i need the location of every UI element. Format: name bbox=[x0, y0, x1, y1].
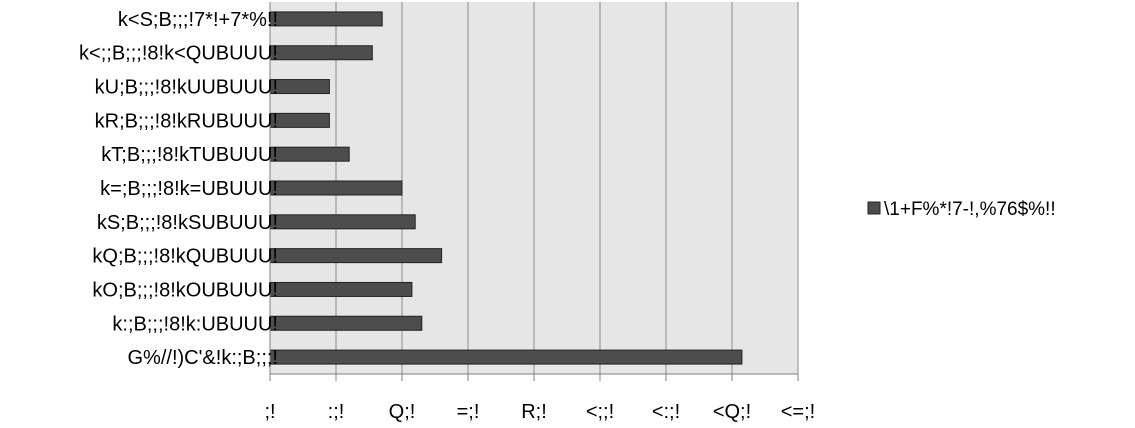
legend-swatch bbox=[867, 201, 881, 215]
category-label: kQ;B;;;!8!kQUBUUU! bbox=[92, 246, 278, 268]
legend-label: \1+F%*!7-!,%76$%!! bbox=[884, 199, 1056, 220]
x-tick-label: =;! bbox=[457, 401, 480, 423]
x-tick-label: ;! bbox=[264, 401, 275, 423]
axes bbox=[269, 2, 799, 381]
category-label: k<;;B;;;!8!k<QUBUUU! bbox=[79, 43, 278, 65]
bar bbox=[269, 315, 423, 331]
x-tick-label: <;;! bbox=[586, 401, 614, 423]
category-label: k:;B;;;!8!k:UBUUU! bbox=[112, 313, 278, 335]
bar bbox=[269, 180, 403, 196]
bar bbox=[269, 214, 416, 230]
bar bbox=[269, 45, 373, 61]
bar bbox=[269, 281, 413, 297]
x-tick-label: :;! bbox=[328, 401, 345, 423]
category-label: kS;B;;;!8!kSUBUUU! bbox=[97, 212, 278, 234]
category-label: k<S;B;;;!7*!+7*%!! bbox=[118, 9, 278, 31]
bar bbox=[269, 349, 743, 365]
bar bbox=[269, 11, 383, 27]
bar bbox=[269, 79, 330, 95]
tick-labels: ;!:;! Q;! =;! R;! <;;! <:;! <Q;! <=;! bbox=[264, 401, 815, 423]
category-label: k=;B;;;!8!k=UBUUU! bbox=[100, 178, 278, 200]
legend: \1+F%*!7-!,%76$%!! bbox=[867, 199, 1056, 220]
category-label: kO;B;;;!8!kOUBUUU! bbox=[92, 279, 278, 301]
bar bbox=[269, 248, 443, 264]
bars bbox=[269, 11, 743, 365]
x-tick-label: Q;! bbox=[389, 401, 416, 423]
category-labels: k<S;B;;;!7*!+7*%!! k<;;B;;;!8!k<QUBUUU! kU… bbox=[79, 9, 278, 369]
x-tick-label: R;! bbox=[521, 401, 547, 423]
category-label: kU;B;;;!8!kUUBUUU! bbox=[95, 77, 278, 99]
x-tick-label: <:;! bbox=[652, 401, 680, 423]
category-label: kR;B;;;!8!kRUBUUU! bbox=[95, 110, 278, 132]
category-label: kT;B;;;!8!kTUBUUU! bbox=[101, 144, 278, 166]
x-tick-label: <Q;! bbox=[713, 401, 751, 423]
bar bbox=[269, 146, 350, 162]
x-tick-label: <=;! bbox=[781, 401, 815, 423]
bar bbox=[269, 112, 330, 128]
category-label: G%//!)C'&!k:;B;;;! bbox=[127, 347, 278, 369]
